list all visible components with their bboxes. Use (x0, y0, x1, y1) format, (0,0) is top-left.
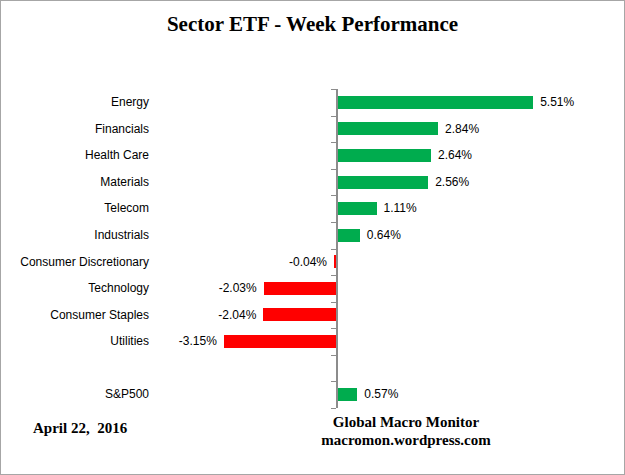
value-label: -3.15% (147, 328, 217, 355)
value-label: 2.64% (438, 142, 472, 169)
category-label: Telecom (5, 195, 149, 222)
bar-positive (337, 122, 438, 135)
footer-credit-url: macromon.wordpress.com (286, 431, 526, 449)
category-label: Energy (5, 89, 149, 116)
bar-positive (337, 229, 360, 242)
category-label: S&P500 (5, 381, 149, 408)
bar-negative (264, 282, 336, 295)
footer-credit-source: Global Macro Monitor (286, 413, 526, 431)
category-label: Materials (5, 169, 149, 196)
value-label: 2.56% (435, 169, 469, 196)
value-label: 2.84% (445, 116, 479, 143)
bar-negative (263, 308, 336, 321)
bar-positive (337, 176, 428, 189)
category-label: Consumer Discretionary (5, 249, 149, 276)
category-label: Technology (5, 275, 149, 302)
value-label: 0.64% (367, 222, 401, 249)
category-label: Industrials (5, 222, 149, 249)
category-label: Health Care (5, 142, 149, 169)
bar-negative (224, 335, 336, 348)
value-label: -2.04% (186, 302, 256, 329)
value-label: 0.57% (364, 381, 398, 408)
value-label: 1.11% (384, 195, 417, 222)
axis-tick (331, 408, 336, 409)
value-label: -2.03% (187, 275, 257, 302)
bar-positive (337, 202, 377, 215)
footer-date: April 22, 2016 (33, 420, 127, 437)
chart-title: Sector ETF - Week Performance (1, 12, 624, 37)
bar-positive (337, 149, 431, 162)
bar-positive (337, 96, 533, 109)
y-axis-line (336, 89, 338, 408)
value-label: 5.51% (540, 89, 574, 116)
bar-positive (337, 388, 357, 401)
value-label: -0.04% (257, 249, 327, 276)
footer-credit: Global Macro Monitor macromon.wordpress.… (286, 413, 526, 449)
category-label: Utilities (5, 328, 149, 355)
category-label: Financials (5, 116, 149, 143)
chart-canvas: Sector ETF - Week Performance 0.57% S&P50… (0, 0, 625, 475)
category-label: Consumer Staples (5, 302, 149, 329)
